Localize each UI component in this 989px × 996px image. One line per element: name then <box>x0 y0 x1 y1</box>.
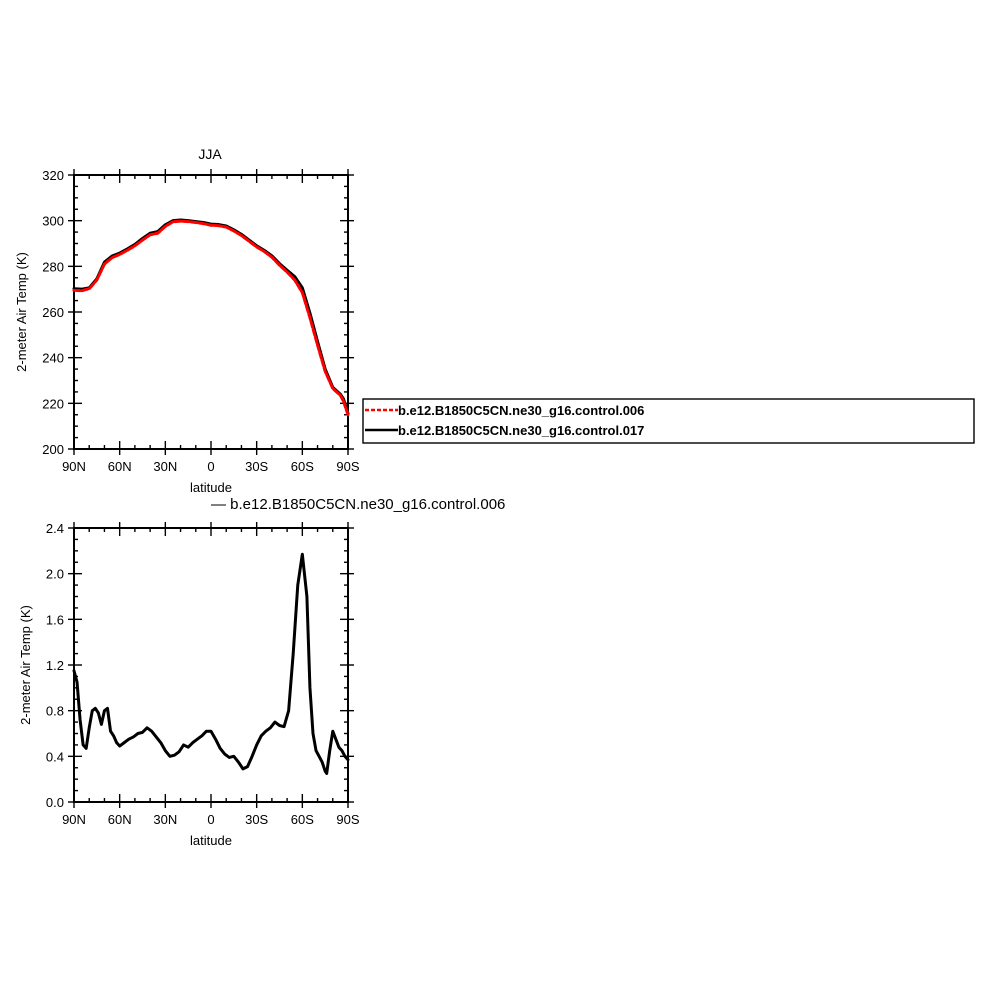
top-y-tick-label: 300 <box>42 214 64 229</box>
bottom-x-tick-label: 90N <box>62 812 86 827</box>
top-x-tick-label: 60S <box>291 459 314 474</box>
top-series-line-1 <box>72 218 350 416</box>
bottom-y-tick-label: 0.8 <box>46 704 64 719</box>
top-y-tick-label: 320 <box>42 168 64 183</box>
top-series-lines <box>72 218 350 417</box>
top-x-tick-label: 90N <box>62 459 86 474</box>
bottom-x-tick-label: 30N <box>153 812 177 827</box>
top-x-tick-label: 30S <box>245 459 268 474</box>
bottom-x-tick-label: 30S <box>245 812 268 827</box>
top-panel: JJA 90N 60N 30N 0 30S 60S 90S 200 220 240 260 280 3… <box>14 146 360 495</box>
top-x-tick-labels: 90N 60N 30N 0 30S 60S 90S <box>62 459 360 474</box>
bottom-y-tick-label: 2.0 <box>46 567 64 582</box>
top-series-line-0 <box>72 219 350 417</box>
top-x-tick-label: 60N <box>108 459 132 474</box>
bottom-x-tick-label: 0 <box>207 812 214 827</box>
bottom-series-line-0 <box>72 552 350 775</box>
top-y-tick-label: 260 <box>42 305 64 320</box>
bottom-x-axis-label: latitude <box>190 833 232 848</box>
legend-entry-006: b.e12.B1850C5CN.ne30_g16.control.006 <box>398 403 644 418</box>
top-axis-ticks <box>68 169 354 455</box>
bottom-x-tick-label: 60N <box>108 812 132 827</box>
top-x-tick-label: 30N <box>153 459 177 474</box>
top-y-tick-label: 220 <box>42 396 64 411</box>
bottom-y-tick-label: 0.4 <box>46 749 64 764</box>
legend-entry-017: b.e12.B1850C5CN.ne30_g16.control.017 <box>398 423 644 438</box>
top-x-axis-label: latitude <box>190 480 232 495</box>
top-y-tick-label: 240 <box>42 351 64 366</box>
bottom-x-tick-label: 90S <box>336 812 359 827</box>
bottom-chart-title: — b.e12.B1850C5CN.ne30_g16.control.006 <box>211 496 505 513</box>
top-y-axis-label: 2-meter Air Temp (K) <box>14 252 29 372</box>
top-chart-title: JJA <box>198 146 222 162</box>
bottom-y-tick-labels: 0.0 0.4 0.8 1.2 1.6 2.0 2.4 <box>46 521 64 810</box>
bottom-series-lines <box>72 552 350 775</box>
bottom-x-tick-labels: 90N 60N 30N 0 30S 60S 90S <box>62 812 360 827</box>
bottom-y-tick-label: 0.0 <box>46 795 64 810</box>
top-x-tick-label: 90S <box>336 459 359 474</box>
top-y-tick-label: 200 <box>42 442 64 457</box>
bottom-x-tick-label: 60S <box>291 812 314 827</box>
legend-box <box>362 398 975 444</box>
top-y-tick-label: 280 <box>42 259 64 274</box>
bottom-panel: — b.e12.B1850C5CN.ne30_g16.control.006 9… <box>18 496 505 848</box>
bottom-y-axis-label: 2-meter Air Temp (K) <box>18 605 33 725</box>
top-x-tick-label: 0 <box>207 459 214 474</box>
bottom-y-tick-label: 2.4 <box>46 521 64 536</box>
legend: b.e12.B1850C5CN.ne30_g16.control.006 b.e… <box>362 398 975 444</box>
top-y-tick-labels: 200 220 240 260 280 300 320 <box>42 168 64 457</box>
bottom-y-tick-label: 1.6 <box>46 612 64 627</box>
bottom-axis-ticks <box>68 522 354 808</box>
bottom-plot-frame <box>73 527 349 803</box>
bottom-y-tick-label: 1.2 <box>46 658 64 673</box>
